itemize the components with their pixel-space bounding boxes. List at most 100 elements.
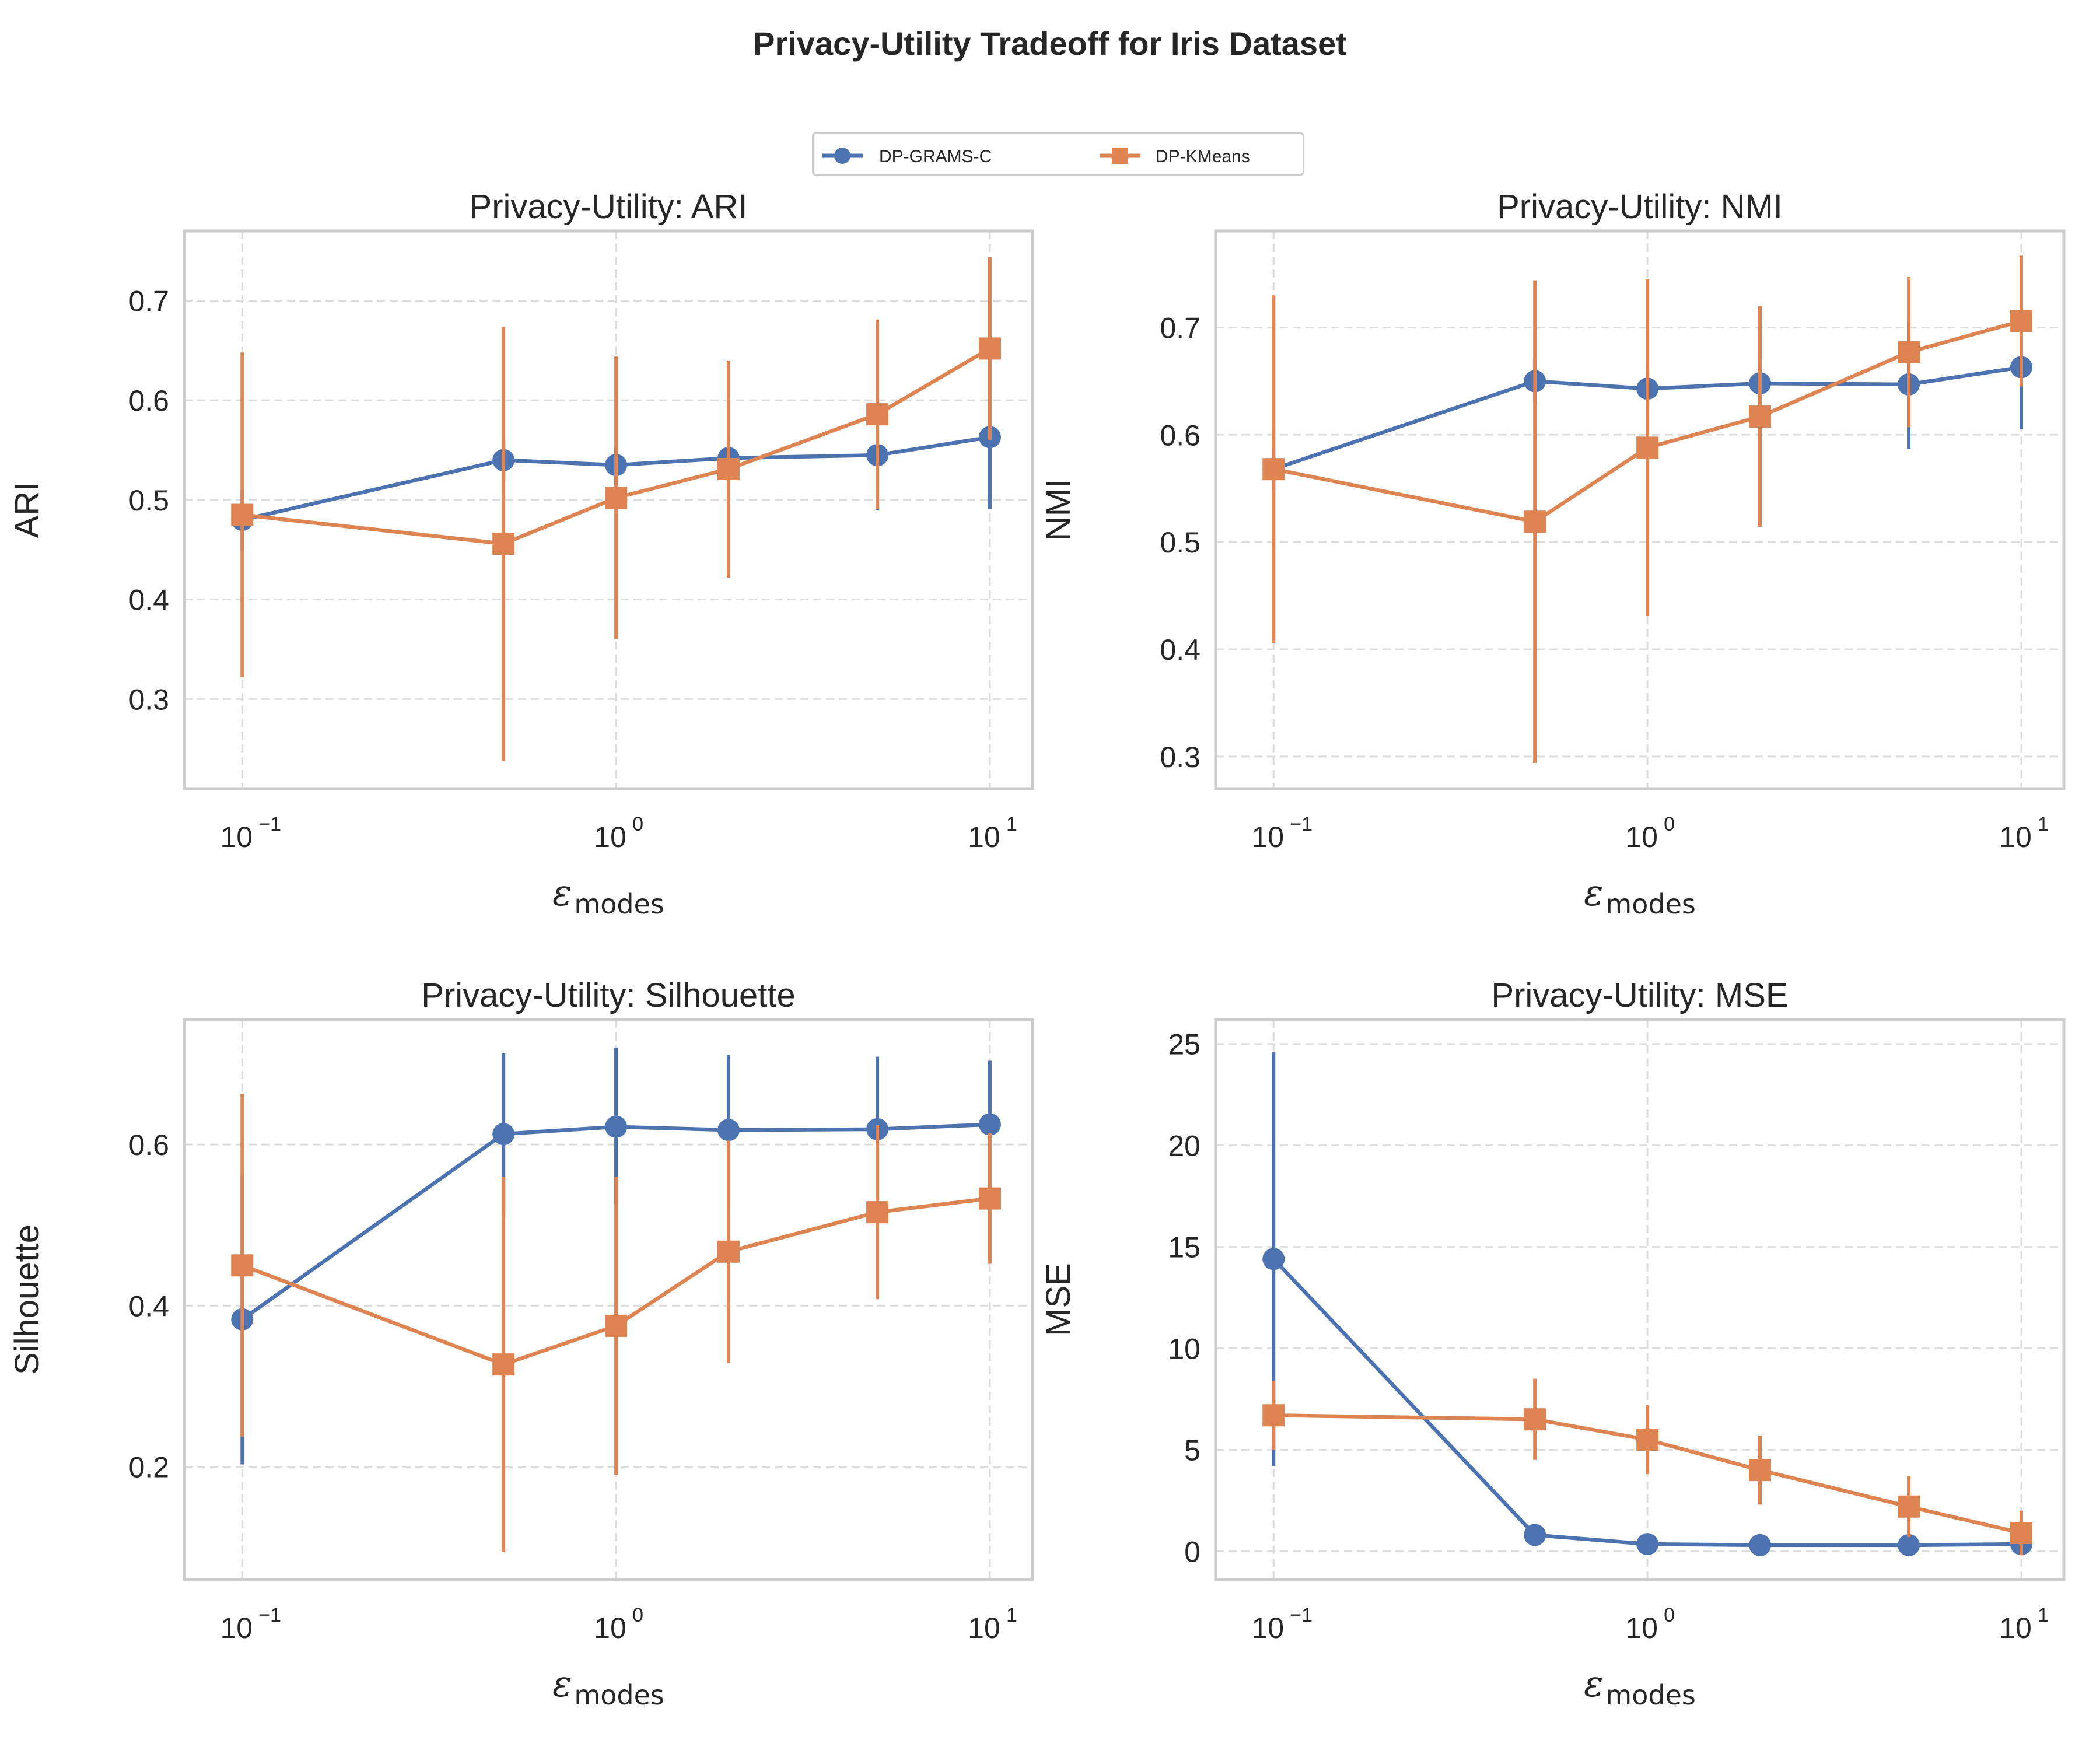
data-point [605,1314,628,1337]
y-tick-label: 0.7 [1160,312,1200,344]
panel-ari: 0.30.40.50.60.710 −1 10 0 10 1Privacy-Utility… [8,188,1034,920]
data-point [866,1201,889,1224]
y-tick-label: 0.4 [128,1290,169,1322]
x-tick-exponent: 0 [1664,813,1675,835]
x-tick-label: 10 [220,821,253,853]
data-point [1636,1429,1659,1451]
data-point [1749,1534,1772,1556]
y-tick-label: 0.4 [1160,634,1200,666]
data-point [718,1119,740,1142]
legend-label-dp-kmeans: DP-KMeans [1156,147,1250,166]
x-tick-label: 10 [1625,821,1658,853]
x-tick-label: 10 [594,821,626,853]
legend-marker-square-icon [1112,148,1128,164]
y-tick-label: 0.5 [1160,526,1200,559]
data-point [718,1240,740,1263]
axes-frame [183,229,1034,790]
data-point [492,1123,515,1146]
axes-frame [1214,229,2066,790]
y-tick-label: 20 [1168,1130,1200,1163]
series-line [241,1122,991,1321]
series-dp-kmeans [1262,256,2032,763]
panel-title: Privacy-Utility: ARI [470,188,748,226]
data-point [1636,1533,1659,1556]
y-tick-label: 5 [1184,1434,1200,1466]
y-tick-label: 10 [1168,1332,1200,1365]
panel-title: Privacy-Utility: MSE [1491,977,1788,1014]
x-tick-label: 10 [1625,1612,1658,1644]
data-point [231,1254,254,1277]
data-point [978,337,1001,360]
data-point [492,533,515,555]
series-dp-kmeans [1262,1378,2032,1556]
x-axis-label: εmodes [552,1662,664,1711]
data-point [1898,1534,1920,1556]
y-tick-label: 0.2 [128,1451,169,1484]
y-axis-label: NMI [1040,479,1077,541]
series-dp-grams-c [1262,1052,2032,1556]
x-tick-exponent: 1 [2038,813,2049,835]
x-tick-exponent: −1 [258,1604,281,1626]
data-point [2010,1522,2032,1544]
x-tick-exponent: 0 [632,813,643,835]
y-tick-label: 0.6 [128,384,169,417]
data-point [978,1187,1001,1210]
y-tick-label: 25 [1168,1028,1200,1061]
series-line [1272,1258,2022,1548]
data-point [1262,458,1285,481]
x-tick-label: 10 [1251,1612,1284,1644]
legend: DP-GRAMS-C DP-KMeans [812,132,1304,176]
x-tick-exponent: 0 [1664,1604,1675,1626]
y-tick-label: 0.6 [1160,419,1200,452]
data-point [1524,510,1546,533]
data-point [1262,1248,1285,1270]
panel-mse: 0 5 10 15 20 25 10 −1 10 0 10 1 Privacy-Utility: MSE… [1040,977,2066,1711]
series-line [242,435,991,522]
x-tick-label: 10 [968,1612,1000,1644]
y-axis-label: Silhouette [8,1224,46,1375]
axes-frame [183,1018,1034,1581]
x-tick-exponent: 0 [632,1604,643,1626]
series-dp-grams-c [231,1048,1001,1465]
panel-title: Privacy-Utility: NMI [1497,188,1783,226]
y-tick-label: 0.6 [128,1129,169,1161]
data-point [1262,1404,1285,1427]
series-dp-kmeans [231,257,1001,761]
x-tick-exponent: 1 [1006,813,1017,835]
y-tick-label: 0.4 [128,584,169,617]
x-tick-label: 10 [1999,1612,2032,1644]
x-tick-exponent: 1 [2038,1604,2049,1626]
x-tick-label: 10 [594,1612,626,1644]
y-tick-label: 0 [1184,1535,1200,1568]
data-point [1524,1408,1546,1431]
data-point [1898,1495,1920,1518]
y-axis-label: ARI [8,482,46,538]
series-line [1273,365,2022,471]
panel-title: Privacy-Utility: Silhouette [421,977,795,1014]
y-tick-label: 0.7 [128,285,169,318]
data-point [1749,405,1772,428]
data-point [605,1115,628,1138]
series-dp-kmeans [231,1094,1001,1553]
data-point [718,458,740,481]
x-tick-exponent: −1 [1290,1604,1312,1626]
data-point [605,487,628,509]
y-axis-label: MSE [1040,1263,1077,1336]
x-tick-exponent: −1 [1290,813,1312,835]
x-tick-label: 10 [968,821,1000,853]
series-line [242,1196,991,1367]
data-point [866,403,889,426]
data-point [231,503,254,526]
series-line [1273,1413,2022,1535]
data-point [1898,341,1920,363]
y-tick-label: 0.3 [128,683,169,716]
data-point [1636,436,1659,459]
data-point [492,1353,515,1376]
axes-frame [1214,1018,2066,1581]
panel-nmi: 0.3 0.4 0.5 0.6 0.7 10 −1 10 0 10 1 Privacy-Utility… [1040,188,2066,920]
legend-label-dp-grams-c: DP-GRAMS-C [879,147,992,166]
x-tick-label: 10 [1999,821,2032,853]
x-tick-exponent: 1 [1006,1604,1017,1626]
